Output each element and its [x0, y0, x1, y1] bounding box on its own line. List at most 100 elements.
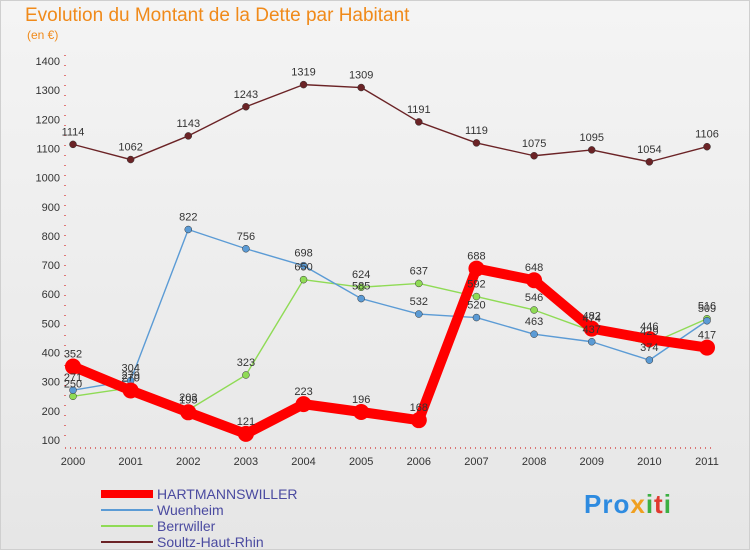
- data-label: 637: [410, 265, 428, 277]
- logo-part: i: [663, 489, 672, 519]
- data-label: 1309: [349, 70, 373, 82]
- data-point: [184, 132, 193, 140]
- data-point: [299, 80, 308, 89]
- y-tick-label: 300: [42, 377, 60, 389]
- data-label: 1143: [176, 118, 200, 130]
- chart-subtitle: (en €): [27, 28, 59, 42]
- logo-part: x: [630, 489, 646, 519]
- data-label: 688: [467, 251, 485, 263]
- legend-label: HARTMANNSWILLER: [157, 486, 298, 502]
- data-label: 121: [237, 416, 255, 428]
- data-label: 585: [352, 281, 370, 293]
- data-label: 1054: [637, 144, 661, 156]
- y-tick-label: 600: [42, 289, 60, 301]
- axes: 1002003004005006007008009001000110012001…: [36, 55, 719, 468]
- legend-swatch: [101, 509, 153, 511]
- data-point: [472, 313, 481, 322]
- logo-part: Pro: [584, 489, 631, 519]
- series-line-1: [72, 228, 708, 391]
- x-tick-label: 2008: [522, 456, 546, 468]
- data-point: [357, 283, 365, 291]
- data-point: [415, 118, 423, 126]
- y-tick-label: 700: [42, 260, 60, 272]
- data-point: [415, 310, 423, 318]
- legend-label: Soultz-Haut-Rhin: [157, 534, 264, 550]
- x-tick-label: 2000: [61, 456, 85, 468]
- x-tick-label: 2011: [695, 456, 719, 468]
- data-label: 168: [410, 402, 428, 414]
- y-tick-label: 200: [42, 406, 60, 418]
- data-label: 1095: [579, 132, 603, 144]
- data-point: [641, 331, 658, 348]
- data-label: 648: [525, 262, 543, 274]
- data-label: 270: [121, 372, 139, 384]
- y-tick-label: 1400: [36, 56, 60, 68]
- data-label: 482: [583, 311, 601, 323]
- data-point: [242, 103, 250, 111]
- x-tick-label: 2005: [349, 456, 373, 468]
- data-label: 437: [583, 324, 601, 336]
- x-tick-label: 2009: [579, 456, 603, 468]
- data-label: 650: [294, 262, 312, 274]
- y-tick-label: 1300: [36, 85, 60, 97]
- data-point: [587, 338, 596, 346]
- y-tick-label: 900: [42, 202, 60, 214]
- data-label: 323: [237, 357, 255, 369]
- data-label: 516: [698, 301, 716, 313]
- data-point: [468, 260, 485, 277]
- y-tick-label: 1000: [36, 173, 60, 185]
- legend-label: Berrwiller: [157, 518, 216, 534]
- data-label: 223: [294, 386, 312, 398]
- data-point: [410, 412, 427, 429]
- logo-part: t: [654, 489, 664, 519]
- data-point: [526, 272, 543, 289]
- data-point: [703, 317, 711, 325]
- y-tick-label: 100: [42, 435, 60, 447]
- data-label: 279: [121, 370, 139, 382]
- data-label: 474: [583, 313, 601, 325]
- data-point: [242, 371, 250, 379]
- data-point: [357, 294, 365, 303]
- y-tick-label: 1200: [36, 114, 60, 126]
- data-label: 1062: [118, 142, 142, 154]
- chart-title: Evolution du Montant de la Dette par Hab…: [25, 5, 410, 26]
- logo-part: i: [645, 489, 655, 519]
- data-label: 463: [525, 316, 543, 328]
- data-labels: 352 270 195 121 223 196 168 688 648 482 446 417 271 3…: [62, 67, 719, 428]
- y-tick-label: 500: [42, 318, 60, 330]
- data-point: [69, 386, 77, 394]
- y-tick-label: 1100: [36, 143, 60, 155]
- data-label: 520: [467, 300, 485, 312]
- data-point: [645, 356, 654, 364]
- data-label: 446: [640, 321, 658, 333]
- x-tick-label: 2001: [118, 456, 142, 468]
- data-point: [353, 404, 370, 421]
- data-label: 509: [698, 303, 716, 315]
- series-lines: [65, 80, 715, 442]
- data-label: 1106: [695, 129, 719, 141]
- data-label: 196: [352, 394, 370, 406]
- legend-label: Wuenheim: [157, 502, 224, 518]
- data-label: 304: [121, 363, 139, 375]
- data-label: 756: [237, 231, 255, 243]
- data-point: [703, 142, 711, 151]
- data-point: [530, 152, 538, 160]
- legend-swatch: [101, 525, 153, 527]
- data-point: [122, 382, 139, 399]
- data-point: [357, 83, 365, 92]
- data-label: 417: [698, 330, 716, 342]
- data-point: [530, 306, 538, 314]
- data-point: [415, 279, 423, 288]
- data-label: 822: [179, 212, 197, 224]
- data-point: [180, 404, 197, 421]
- data-point: [299, 261, 308, 270]
- x-tick-label: 2007: [464, 456, 488, 468]
- data-label: 1119: [465, 125, 488, 137]
- data-label: 624: [352, 269, 370, 281]
- data-label: 352: [64, 349, 82, 361]
- data-label: 429: [640, 326, 658, 338]
- data-point: [299, 275, 308, 284]
- data-label: 271: [64, 372, 82, 384]
- data-label: 203: [179, 392, 197, 404]
